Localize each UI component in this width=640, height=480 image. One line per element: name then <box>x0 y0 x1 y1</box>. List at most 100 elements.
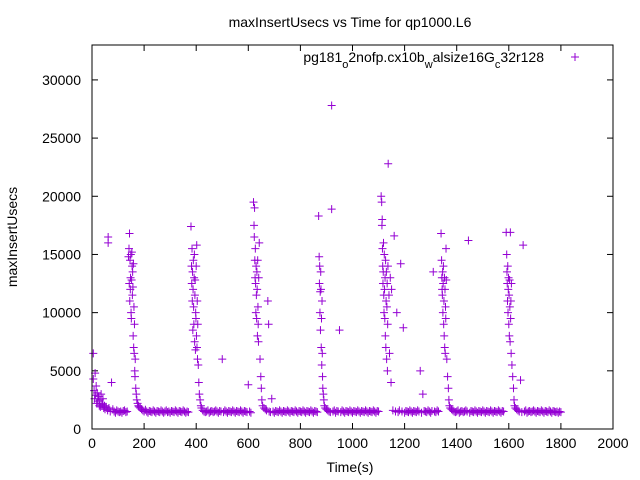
data-point <box>380 250 389 259</box>
data-point <box>104 238 113 247</box>
data-point <box>254 320 263 329</box>
data-point <box>131 355 140 364</box>
data-point <box>215 406 224 415</box>
data-point <box>377 198 386 207</box>
data-point <box>379 238 388 247</box>
data-point <box>252 267 261 276</box>
data-point <box>399 323 408 332</box>
data-point <box>193 320 202 329</box>
data-point <box>444 384 453 393</box>
data-point <box>218 355 227 364</box>
data-point <box>254 337 263 346</box>
data-point <box>440 343 449 352</box>
data-point <box>506 337 515 346</box>
data-point <box>443 372 452 381</box>
data-point <box>439 320 448 329</box>
x-tick-label: 400 <box>185 435 209 451</box>
data-point <box>93 397 102 406</box>
data-point <box>188 326 197 335</box>
data-point <box>244 380 253 389</box>
data-point <box>505 331 514 340</box>
data-point <box>373 406 382 415</box>
x-axis-label: Time(s) <box>327 459 374 475</box>
y-tick-label: 15000 <box>42 246 81 262</box>
data-point <box>190 291 199 300</box>
data-point <box>385 349 394 358</box>
data-point <box>195 390 204 399</box>
data-point <box>126 256 135 265</box>
data-point <box>253 256 262 265</box>
data-point <box>188 267 197 276</box>
data-point <box>253 302 262 311</box>
data-point <box>316 267 325 276</box>
data-point <box>89 349 98 358</box>
data-point <box>378 215 387 224</box>
data-point <box>191 314 200 323</box>
data-point <box>256 355 265 364</box>
data-point <box>256 372 265 381</box>
data-point <box>191 276 200 285</box>
data-point <box>193 355 202 364</box>
data-point <box>441 302 450 311</box>
data-point <box>513 406 522 415</box>
data-point <box>129 259 138 268</box>
data-point <box>441 314 450 323</box>
data-point <box>374 407 383 416</box>
data-point <box>377 192 386 201</box>
data-point <box>252 262 261 271</box>
data-point <box>127 314 136 323</box>
data-point <box>184 408 193 417</box>
data-point <box>132 395 141 404</box>
data-point <box>387 378 396 387</box>
data-point <box>439 262 448 271</box>
data-point <box>464 236 473 245</box>
data-point <box>314 212 323 221</box>
data-point <box>316 285 325 294</box>
data-point <box>555 407 564 416</box>
data-point <box>506 297 515 305</box>
data-point <box>253 331 262 340</box>
data-point <box>442 355 451 364</box>
data-point <box>315 252 324 261</box>
data-point <box>381 331 390 340</box>
x-tick-label: 1000 <box>337 435 368 451</box>
data-point <box>327 101 336 110</box>
data-point <box>251 308 260 317</box>
data-point <box>506 314 515 323</box>
data-point <box>97 390 106 399</box>
x-tick-label: 0 <box>88 435 96 451</box>
data-point <box>318 384 327 393</box>
data-point <box>396 259 405 268</box>
data-point <box>250 203 259 212</box>
data-point <box>186 222 195 231</box>
data-point <box>327 205 336 214</box>
data-point <box>192 331 201 340</box>
data-point <box>319 395 328 404</box>
data-point <box>89 374 98 383</box>
data-point <box>123 407 132 416</box>
data-point <box>394 408 403 417</box>
data-point <box>188 244 197 253</box>
data-point <box>246 408 255 417</box>
y-axis-label: maxInsertUsecs <box>4 187 20 287</box>
data-point <box>382 267 391 276</box>
data-point <box>384 291 393 300</box>
data-point <box>252 314 261 323</box>
x-tick-label: 2000 <box>597 435 628 451</box>
data-point <box>190 250 199 259</box>
data-point <box>382 355 391 364</box>
data-point <box>504 285 513 294</box>
data-point <box>190 337 199 346</box>
data-point <box>132 390 141 399</box>
data-point <box>130 349 139 358</box>
data-point <box>107 378 116 387</box>
data-point <box>502 267 511 276</box>
data-point <box>192 241 201 250</box>
data-point <box>504 320 513 329</box>
y-tick-label: 0 <box>73 421 81 437</box>
data-point <box>317 314 326 323</box>
data-point <box>319 390 328 399</box>
data-point <box>516 376 525 385</box>
data-point <box>92 381 101 390</box>
